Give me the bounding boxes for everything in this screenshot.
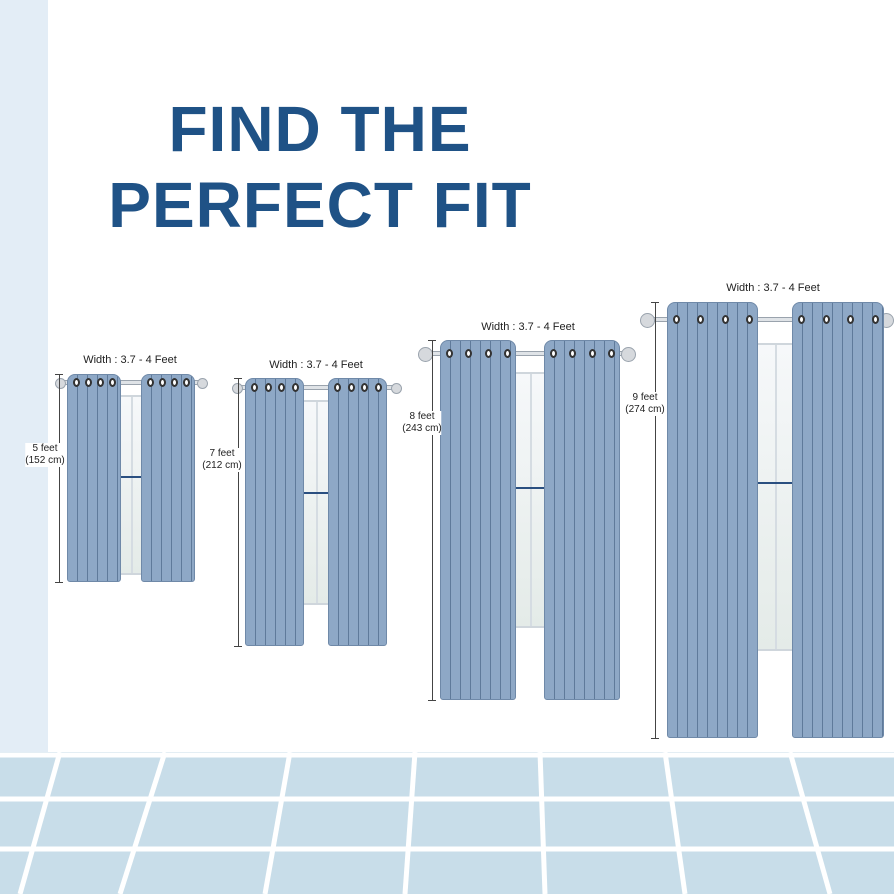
rod-finial: [640, 312, 655, 328]
grommet-ring: [721, 315, 729, 324]
grommet-ring: [504, 349, 511, 358]
height-tick: [651, 738, 659, 739]
height-label: 5 feet (152 cm): [25, 443, 65, 467]
grommet-ring: [85, 378, 92, 387]
height-cm: (274 cm): [625, 404, 665, 415]
rod-finial: [621, 346, 636, 362]
grommet-ring: [608, 349, 615, 358]
grommet-ring: [73, 378, 80, 387]
height-tick: [428, 700, 436, 701]
grommet-ring: [822, 315, 830, 324]
grommet-ring: [251, 383, 258, 392]
grommet-ring: [109, 378, 116, 387]
height-label: 7 feet (212 cm): [202, 448, 242, 472]
wall: [0, 0, 48, 756]
curtain-panel: [667, 302, 758, 738]
curtain-panel: [440, 340, 516, 700]
window-crossbar: [516, 487, 544, 490]
grommet-ring: [347, 383, 355, 392]
width-label: Width : 3.7 - 4 Feet: [726, 282, 820, 294]
curtain-panel: [792, 302, 884, 738]
grommet-ring: [588, 349, 596, 358]
window-crossbar: [304, 492, 328, 495]
rod-finial: [418, 346, 433, 362]
grommet-ring: [798, 315, 805, 324]
rod-finial: [55, 377, 66, 389]
grommet-ring: [159, 378, 166, 387]
heading-line-2: PERFECT FIT: [108, 169, 532, 241]
height-feet: 9 feet: [632, 392, 658, 403]
grommet-ring: [847, 315, 855, 324]
height-tick: [651, 302, 659, 303]
curtain-panel: [245, 378, 304, 646]
height-tick: [428, 340, 436, 341]
width-label: Width : 3.7 - 4 Feet: [269, 359, 363, 371]
height-label: 9 feet (274 cm): [625, 392, 665, 416]
heading-line-1: FIND THE: [168, 93, 472, 165]
height-cm: (243 cm): [402, 423, 442, 434]
grommet-ring: [147, 378, 154, 387]
curtain-panel: [544, 340, 620, 700]
window-mullion: [530, 374, 532, 626]
width-label: Width : 3.7 - 4 Feet: [83, 354, 177, 366]
height-label: 8 feet (243 cm): [402, 411, 442, 435]
grommet-ring: [569, 349, 577, 358]
height-feet: 5 feet: [32, 443, 58, 454]
window-mullion: [131, 397, 133, 573]
height-tick: [234, 646, 242, 647]
window-crossbar: [758, 481, 792, 484]
height-cm: (212 cm): [202, 460, 242, 471]
height-feet: 8 feet: [409, 411, 435, 422]
height-line: [655, 302, 656, 738]
grommet-ring: [550, 349, 557, 358]
tiled-floor: [0, 752, 894, 894]
height-tick: [234, 378, 242, 379]
height-cm: (152 cm): [25, 455, 65, 466]
grommet-ring: [361, 383, 369, 392]
height-tick: [55, 582, 63, 583]
window-mullion: [775, 345, 777, 649]
rod-finial: [391, 382, 402, 394]
height-tick: [55, 374, 63, 375]
height-line: [432, 340, 433, 700]
grommet-ring: [292, 383, 299, 392]
grommet-ring: [465, 349, 473, 358]
grommet-ring: [746, 315, 753, 324]
curtain-panel: [328, 378, 387, 646]
grommet-ring: [183, 378, 190, 387]
grommet-ring: [446, 349, 453, 358]
grommet-ring: [171, 378, 178, 387]
height-line: [238, 378, 239, 646]
width-label: Width : 3.7 - 4 Feet: [481, 321, 575, 333]
grommet-ring: [872, 315, 879, 324]
grommet-ring: [278, 383, 286, 392]
window-crossbar: [121, 476, 141, 479]
height-line: [59, 374, 60, 582]
window-mullion: [316, 402, 318, 603]
curtain-panel: [141, 374, 195, 582]
rod-finial: [232, 382, 243, 394]
rod-finial: [197, 377, 208, 389]
height-feet: 7 feet: [209, 448, 235, 459]
grommet-ring: [484, 349, 492, 358]
grommet-ring: [375, 383, 382, 392]
grommet-ring: [97, 378, 104, 387]
window: [119, 395, 143, 575]
grommet-ring: [673, 315, 680, 324]
window: [514, 372, 546, 628]
grommet-ring: [697, 315, 705, 324]
window: [302, 400, 330, 605]
grommet-ring: [264, 383, 272, 392]
curtain-panel: [67, 374, 121, 582]
window: [756, 343, 794, 651]
grommet-ring: [334, 383, 341, 392]
